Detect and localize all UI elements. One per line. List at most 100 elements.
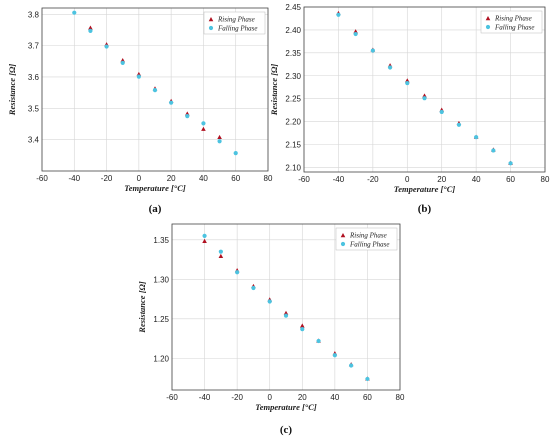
falling-phase-point [251, 285, 256, 291]
y-tick-label: 3.5 [28, 104, 40, 113]
x-tick-label: 80 [264, 174, 273, 183]
rising-phase-point [202, 238, 207, 243]
x-tick-label: 20 [437, 175, 446, 184]
falling-phase-point [185, 114, 190, 119]
x-tick-label: 20 [167, 174, 176, 183]
x-tick-label: 80 [541, 175, 550, 184]
legend-label-falling: Falling Phase [217, 25, 257, 33]
legend-box [335, 227, 398, 251]
y-tick-label: 1.35 [153, 236, 169, 245]
x-axis-label: Temperature [°C] [394, 184, 456, 194]
falling-phase-point [456, 122, 462, 127]
plot-frame [303, 6, 546, 173]
legend-label-rising: Rising Phase [349, 232, 387, 240]
x-tick-label: 0 [405, 175, 410, 184]
x-tick-label: 40 [330, 393, 339, 402]
panel-label: (c) [280, 424, 293, 436]
falling-phase-point [202, 233, 207, 238]
legend-marker-falling [340, 241, 346, 247]
falling-phase-point [217, 139, 222, 144]
legend-marker-rising [208, 17, 214, 22]
falling-phase-point [283, 313, 289, 318]
legend-label-rising: Rising Phase [217, 16, 255, 24]
y-tick-label: 2.45 [285, 3, 301, 12]
legend-marker-rising [485, 16, 491, 21]
falling-phase-point [353, 31, 358, 37]
panel-label: (a) [149, 203, 162, 215]
y-axis-label: Resistance [Ω] [269, 64, 279, 117]
falling-phase-point [336, 12, 341, 17]
falling-phase-point [136, 74, 141, 79]
plot-area [172, 224, 400, 390]
falling-phase-point [88, 28, 93, 33]
rising-phase-point [201, 126, 206, 131]
falling-phase-point [387, 65, 393, 70]
y-tick-label: 3.8 [28, 10, 40, 19]
y-tick-label: 2.40 [285, 26, 301, 35]
y-tick-label: 2.15 [285, 141, 301, 150]
x-tick-label: -20 [367, 175, 379, 184]
y-tick-label: 3.4 [28, 136, 40, 145]
legend-marker-falling [485, 24, 491, 30]
y-tick-label: 3.6 [28, 73, 40, 82]
x-tick-label: 40 [199, 174, 208, 183]
legend-label-falling: Falling Phase [349, 241, 389, 249]
falling-phase-point [201, 121, 206, 126]
x-tick-label: 0 [137, 174, 142, 183]
y-axis-label: Resistance [Ω] [7, 64, 17, 117]
rising-phase-point [218, 253, 224, 259]
rising-phase-point [283, 310, 289, 315]
falling-phase-point [316, 338, 321, 344]
y-tick-label: 3.7 [28, 42, 40, 51]
chart-panel-a: -60 -40 -20 0 20 40 60 80 3.4 3.5 3.6 3.7 3.8 Tempera… [7, 7, 273, 215]
falling-phase-point [267, 299, 272, 304]
legend-label-rising: Rising Phase [494, 15, 532, 23]
falling-phase-point [233, 151, 238, 156]
rising-phase-point [299, 323, 305, 328]
y-tick-label: 2.30 [285, 72, 301, 81]
falling-phase-point [104, 44, 109, 49]
x-tick-label: -20 [231, 393, 243, 402]
x-tick-label: 60 [506, 175, 515, 184]
x-tick-label: 60 [363, 393, 372, 402]
x-tick-label: -20 [101, 174, 113, 183]
rising-phase-point [217, 134, 222, 140]
chart-panel-b: -60 -40 -20 0 20 40 60 80 2.10 2.15 2.20 2.25 2.30 2.… [269, 3, 550, 215]
falling-phase-point [422, 96, 427, 101]
legend-label-falling: Falling Phase [494, 24, 534, 32]
y-tick-label: 2.10 [285, 163, 301, 172]
falling-phase-point [474, 135, 479, 140]
x-tick-label: -60 [298, 175, 310, 184]
x-axis-label: Temperature [°C] [124, 183, 186, 193]
legend-marker-falling [208, 25, 214, 31]
falling-phase-point [120, 60, 125, 65]
falling-phase-point [491, 148, 496, 153]
legend-box [203, 11, 266, 35]
falling-phase-point [405, 80, 410, 86]
legend-marker-rising [340, 233, 346, 238]
x-tick-label: 0 [267, 393, 272, 402]
y-tick-label: 1.30 [153, 275, 169, 284]
falling-phase-point [218, 249, 223, 254]
x-axis-label: Temperature [°C] [255, 402, 317, 412]
plot-frame [41, 7, 269, 172]
falling-phase-point [169, 100, 174, 105]
x-tick-label: 60 [231, 174, 240, 183]
panel-label: (b) [418, 203, 432, 215]
falling-phase-point [370, 48, 375, 53]
y-tick-label: 2.25 [285, 95, 301, 104]
y-tick-label: 1.25 [153, 315, 169, 324]
y-tick-label: 1.20 [153, 354, 169, 363]
falling-phase-point [152, 88, 158, 93]
x-tick-label: -40 [69, 174, 81, 183]
x-tick-label: -40 [199, 393, 211, 402]
falling-phase-point [235, 270, 240, 275]
x-tick-label: 40 [472, 175, 481, 184]
y-tick-label: 2.20 [285, 118, 301, 127]
x-tick-label: 20 [298, 393, 307, 402]
x-tick-label: -60 [166, 393, 178, 402]
y-axis-label: Resistance [Ω] [137, 281, 147, 334]
